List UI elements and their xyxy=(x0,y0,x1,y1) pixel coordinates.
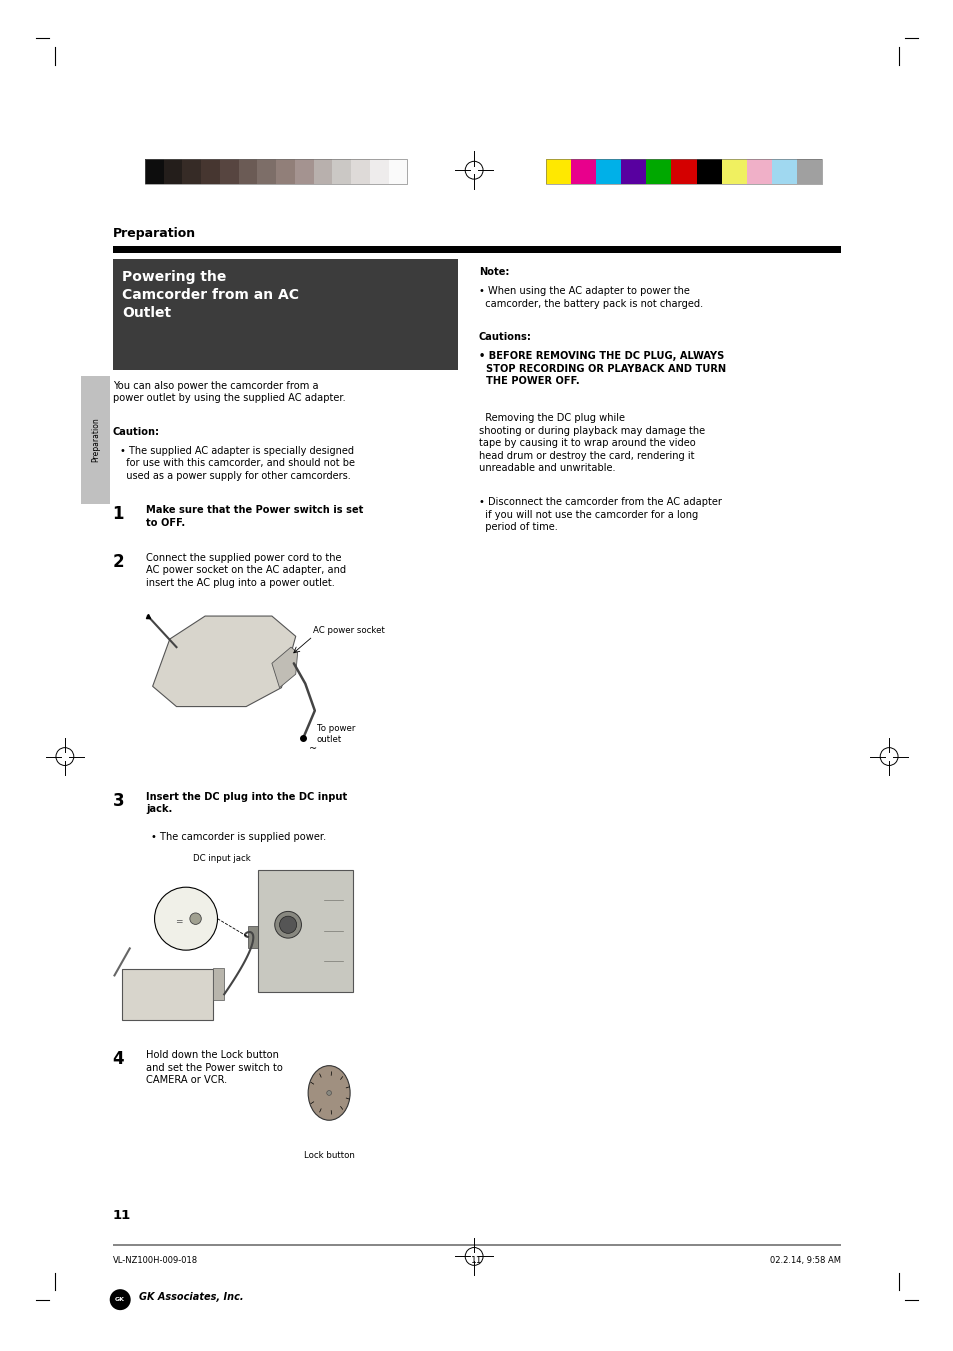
Bar xyxy=(275,158,294,184)
Text: 11: 11 xyxy=(471,1256,482,1266)
Bar xyxy=(388,158,407,184)
Bar xyxy=(797,158,821,184)
Bar xyxy=(112,1244,841,1246)
Text: 2: 2 xyxy=(112,553,124,570)
Bar xyxy=(122,969,213,1020)
Polygon shape xyxy=(152,616,295,707)
Text: 3: 3 xyxy=(112,792,124,809)
Text: Preparation: Preparation xyxy=(91,417,100,462)
Text: • When using the AC adapter to power the
  camcorder, the battery pack is not ch: • When using the AC adapter to power the… xyxy=(478,286,702,309)
Bar xyxy=(671,158,696,184)
Bar xyxy=(248,925,257,947)
Bar xyxy=(771,158,797,184)
Ellipse shape xyxy=(190,913,201,924)
Text: GK: GK xyxy=(115,1297,125,1302)
Bar xyxy=(545,158,570,184)
Text: AC power socket: AC power socket xyxy=(313,626,384,635)
Ellipse shape xyxy=(308,1066,350,1120)
Bar xyxy=(351,158,370,184)
Ellipse shape xyxy=(274,912,301,938)
Text: Cautions:: Cautions: xyxy=(478,332,531,342)
Ellipse shape xyxy=(154,888,217,950)
Text: Removing the DC plug while
shooting or during playback may damage the
tape by ca: Removing the DC plug while shooting or d… xyxy=(478,413,704,473)
Bar xyxy=(370,158,388,184)
Text: 11: 11 xyxy=(112,1209,131,1223)
Bar xyxy=(294,158,314,184)
Text: VL-NZ100H-009-018: VL-NZ100H-009-018 xyxy=(112,1256,197,1266)
Text: • The supplied AC adapter is specially designed
  for use with this camcorder, a: • The supplied AC adapter is specially d… xyxy=(120,446,355,481)
Bar xyxy=(213,967,224,1000)
Text: 02.2.14, 9:58 AM: 02.2.14, 9:58 AM xyxy=(770,1256,841,1266)
Bar xyxy=(145,158,164,184)
Ellipse shape xyxy=(326,1090,331,1096)
Bar xyxy=(596,158,620,184)
Bar xyxy=(314,158,332,184)
Text: Make sure that the Power switch is set
to OFF.: Make sure that the Power switch is set t… xyxy=(146,505,363,528)
Bar xyxy=(257,870,353,992)
Text: Lock button: Lock button xyxy=(303,1151,355,1161)
Bar xyxy=(112,246,841,254)
Bar xyxy=(545,158,821,184)
Bar xyxy=(201,158,220,184)
Bar xyxy=(746,158,771,184)
Bar xyxy=(696,158,721,184)
Bar xyxy=(332,158,351,184)
Text: You can also power the camcorder from a
power outlet by using the supplied AC ad: You can also power the camcorder from a … xyxy=(112,381,345,404)
Text: • Disconnect the camcorder from the AC adapter
  if you will not use the camcord: • Disconnect the camcorder from the AC a… xyxy=(478,497,721,532)
Polygon shape xyxy=(272,647,297,688)
Text: Powering the
Camcorder from an AC
Outlet: Powering the Camcorder from an AC Outlet xyxy=(122,270,299,320)
Text: DC input jack: DC input jack xyxy=(193,854,251,863)
Bar xyxy=(570,158,596,184)
Text: To power
outlet: To power outlet xyxy=(316,724,355,743)
Bar xyxy=(81,376,110,504)
Bar xyxy=(645,158,671,184)
Text: Insert the DC plug into the DC input
jack.: Insert the DC plug into the DC input jac… xyxy=(146,792,347,815)
Text: 1: 1 xyxy=(112,505,124,523)
Text: 4: 4 xyxy=(112,1050,124,1067)
Ellipse shape xyxy=(110,1289,131,1310)
Text: Connect the supplied power cord to the
AC power socket on the AC adapter, and
in: Connect the supplied power cord to the A… xyxy=(146,553,346,588)
Bar xyxy=(238,158,257,184)
Text: =: = xyxy=(174,917,182,925)
Text: Preparation: Preparation xyxy=(112,227,195,240)
Text: Caution:: Caution: xyxy=(112,427,159,436)
Text: • The camcorder is supplied power.: • The camcorder is supplied power. xyxy=(151,832,326,842)
Text: ~: ~ xyxy=(309,744,317,754)
Bar xyxy=(220,158,238,184)
Text: GK Associates, Inc.: GK Associates, Inc. xyxy=(139,1292,244,1301)
Ellipse shape xyxy=(279,916,296,934)
Bar xyxy=(112,259,457,370)
Bar xyxy=(182,158,201,184)
Bar xyxy=(721,158,746,184)
Text: Hold down the Lock button
and set the Power switch to
CAMERA or VCR.: Hold down the Lock button and set the Po… xyxy=(146,1050,282,1085)
Bar xyxy=(145,158,407,184)
Bar xyxy=(164,158,182,184)
Text: • BEFORE REMOVING THE DC PLUG, ALWAYS
  STOP RECORDING OR PLAYBACK AND TURN
  TH: • BEFORE REMOVING THE DC PLUG, ALWAYS ST… xyxy=(478,351,725,386)
Bar xyxy=(620,158,645,184)
Bar xyxy=(257,158,276,184)
Text: Note:: Note: xyxy=(478,267,509,277)
